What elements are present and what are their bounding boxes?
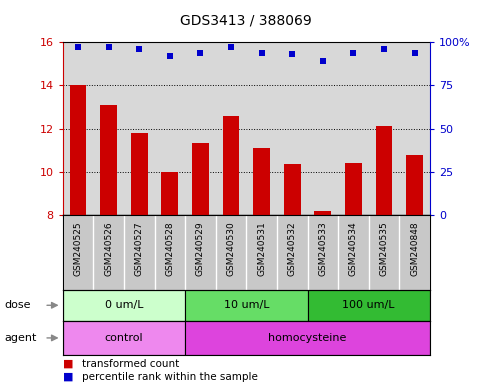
Text: GSM240533: GSM240533 bbox=[318, 221, 327, 276]
Point bbox=[74, 44, 82, 50]
Bar bbox=[70, 86, 86, 215]
Point bbox=[166, 53, 174, 59]
Bar bbox=[100, 105, 117, 215]
Point bbox=[105, 44, 113, 50]
Bar bbox=[345, 163, 362, 215]
Text: 0 um/L: 0 um/L bbox=[105, 300, 143, 310]
Text: control: control bbox=[105, 333, 143, 343]
Point bbox=[319, 58, 327, 65]
Text: dose: dose bbox=[5, 300, 31, 310]
Bar bbox=[192, 143, 209, 215]
Text: ■: ■ bbox=[63, 359, 73, 369]
Bar bbox=[131, 133, 148, 215]
Point bbox=[135, 46, 143, 52]
Text: GSM240528: GSM240528 bbox=[165, 221, 174, 276]
Text: GSM240534: GSM240534 bbox=[349, 221, 358, 276]
Point bbox=[227, 44, 235, 50]
Point bbox=[350, 50, 357, 56]
Point bbox=[380, 46, 388, 52]
Text: GSM240535: GSM240535 bbox=[380, 221, 388, 276]
Text: GSM240848: GSM240848 bbox=[410, 221, 419, 276]
Text: GSM240527: GSM240527 bbox=[135, 221, 144, 276]
Text: percentile rank within the sample: percentile rank within the sample bbox=[82, 372, 258, 382]
Text: agent: agent bbox=[5, 333, 37, 343]
Bar bbox=[406, 154, 423, 215]
Text: transformed count: transformed count bbox=[82, 359, 179, 369]
Point bbox=[258, 50, 266, 56]
Point bbox=[288, 51, 296, 58]
Bar bbox=[185, 290, 308, 321]
Bar bbox=[161, 172, 178, 215]
Bar bbox=[63, 290, 185, 321]
Text: GDS3413 / 388069: GDS3413 / 388069 bbox=[181, 13, 312, 27]
Text: GSM240531: GSM240531 bbox=[257, 221, 266, 276]
Bar bbox=[63, 321, 185, 355]
Text: GSM240529: GSM240529 bbox=[196, 221, 205, 276]
Text: GSM240532: GSM240532 bbox=[288, 221, 297, 276]
Text: ■: ■ bbox=[63, 372, 73, 382]
Text: 10 um/L: 10 um/L bbox=[224, 300, 269, 310]
Bar bbox=[284, 164, 300, 215]
Bar bbox=[376, 126, 392, 215]
Text: GSM240530: GSM240530 bbox=[227, 221, 236, 276]
Point bbox=[197, 50, 204, 56]
Point bbox=[411, 50, 418, 56]
Text: GSM240525: GSM240525 bbox=[73, 221, 83, 276]
Text: GSM240526: GSM240526 bbox=[104, 221, 113, 276]
Text: 100 um/L: 100 um/L bbox=[342, 300, 395, 310]
Text: homocysteine: homocysteine bbox=[269, 333, 347, 343]
Bar bbox=[308, 290, 430, 321]
Bar bbox=[185, 321, 430, 355]
Bar bbox=[223, 116, 240, 215]
Bar bbox=[314, 211, 331, 215]
Bar bbox=[253, 148, 270, 215]
